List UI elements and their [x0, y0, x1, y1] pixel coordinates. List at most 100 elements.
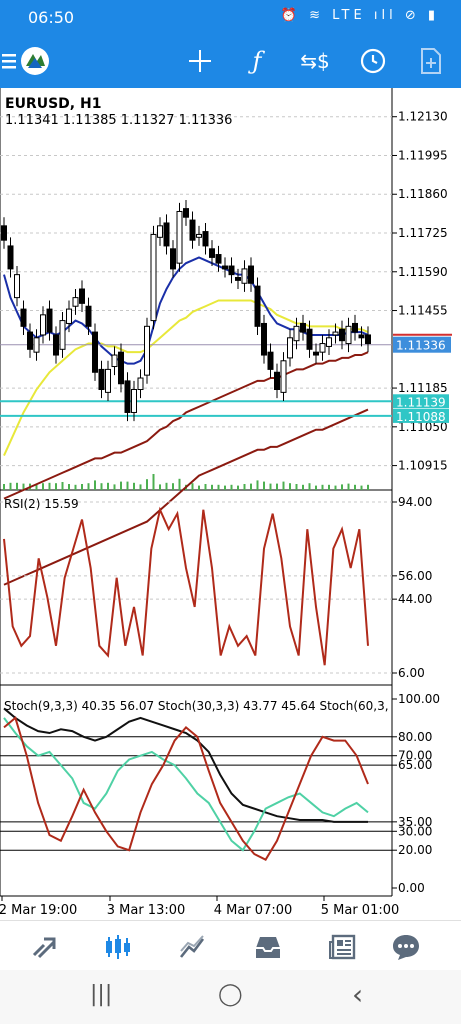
volume-bar — [243, 484, 246, 490]
new-document-icon[interactable] — [414, 44, 448, 78]
status-bar: 06:50 ⏰ ≋ LTE ıll ⊘ ▮ — [0, 0, 461, 34]
candle-body — [118, 351, 124, 385]
volume-bar — [224, 485, 226, 490]
candle-body — [293, 325, 300, 342]
candle-body — [27, 331, 33, 350]
time-tick-label: 2 Mar 19:00 — [0, 903, 77, 918]
candle-body — [163, 222, 170, 247]
current-price-label: 1.11336 — [396, 339, 446, 353]
volume-bar — [152, 474, 155, 490]
candle-body — [144, 325, 150, 376]
status-icons: ⏰ ≋ LTE ıll ⊘ ▮ — [280, 8, 439, 23]
candle-body — [202, 231, 209, 247]
horizontal-level-label: 1.11139 — [396, 395, 446, 409]
candle-body — [287, 337, 293, 359]
candle-body — [7, 245, 14, 270]
candle-body — [20, 308, 27, 327]
volume-bar — [360, 485, 363, 490]
volume-bar — [230, 484, 233, 490]
volume-bar — [146, 479, 148, 490]
candle-body — [254, 285, 261, 327]
candle-body — [170, 248, 176, 270]
price-tick-label: 1.11995 — [398, 148, 448, 162]
candle-body — [40, 314, 46, 336]
candle-body — [85, 305, 92, 327]
chart-area[interactable]: 1.12130 1.11995 1.11860 1.11725 1.11590 1.114… — [0, 88, 461, 920]
volume-bar — [68, 484, 70, 490]
time-tick-label: 3 Mar 13:00 — [107, 903, 186, 918]
volume-bar — [165, 482, 168, 490]
candle-body — [72, 297, 79, 307]
candle-body — [313, 351, 319, 356]
volume-bar — [198, 485, 200, 490]
candle-body — [352, 322, 358, 333]
back-button[interactable]: ‹ — [352, 978, 364, 1011]
candle-body — [319, 343, 326, 353]
stoch-tick-label: 20.00 — [398, 843, 432, 857]
volume-bar — [55, 483, 57, 490]
chart-line-icon[interactable] — [174, 929, 210, 965]
volume-bar — [341, 484, 343, 490]
stoch-tick-label: 80.00 — [398, 730, 432, 744]
price-tick-label: 1.11725 — [398, 226, 448, 240]
price-tick-label: 1.11050 — [398, 420, 448, 434]
volume-bar — [126, 481, 129, 490]
time-tick-label: 5 Mar 01:00 — [321, 903, 400, 918]
app-logo-icon[interactable] — [18, 44, 52, 78]
rsi-label: RSI(2) 15.59 — [4, 497, 79, 511]
clock-icon[interactable] — [356, 44, 390, 78]
candle-body — [280, 360, 287, 393]
volume-bars — [3, 474, 369, 490]
price-tick-label: 1.11860 — [398, 187, 448, 201]
volume-bar — [204, 484, 207, 490]
price-tick-label: 1.11590 — [398, 265, 448, 279]
time-tick-label: 4 Mar 07:00 — [214, 903, 293, 918]
volume-bar — [315, 485, 317, 490]
horizontal-level-label: 1.11088 — [396, 410, 446, 424]
trade-arrows-icon[interactable] — [26, 929, 62, 965]
rsi-pane: 94.00 56.00 44.00 6.00 — [0, 495, 432, 680]
stoch-label: Stoch(9,3,3) 40.35 56.07 Stoch(30,3,3) 4… — [4, 699, 389, 713]
volume-bar — [295, 484, 298, 490]
candle-body — [124, 380, 131, 413]
volume-bar — [9, 482, 12, 490]
candlestick-icon[interactable] — [100, 929, 136, 965]
dollar-exchange-icon[interactable]: ⇆$ — [300, 49, 330, 73]
news-icon[interactable] — [324, 929, 360, 965]
candle-body — [261, 322, 267, 356]
rsi-tick-label: 56.00 — [398, 569, 432, 583]
top-toolbar: ƒ ⇆$ — [0, 34, 461, 88]
chat-icon[interactable] — [388, 929, 424, 965]
ma-line-yellow — [3, 299, 369, 456]
recent-apps-button[interactable]: ||| — [90, 982, 113, 1007]
volume-bar — [172, 483, 174, 490]
symbol-label: EURUSD, H1 — [5, 96, 101, 112]
volume-bar — [48, 482, 51, 490]
function-icon[interactable]: ƒ — [252, 47, 262, 75]
volume-bar — [178, 478, 181, 490]
candle-body — [189, 219, 196, 241]
candle-body — [14, 274, 20, 299]
volume-bar — [276, 483, 278, 490]
inbox-icon[interactable] — [250, 929, 286, 965]
home-button[interactable]: ◯ — [218, 982, 243, 1007]
hamburger-icon[interactable] — [0, 44, 28, 78]
stoch-tick-label: 70.00 — [398, 749, 432, 763]
volume-bar — [139, 484, 142, 490]
volume-bar — [250, 483, 252, 490]
volume-bar — [120, 481, 122, 490]
price-chart[interactable]: 1.12130 1.11995 1.11860 1.11725 1.11590 1.114… — [0, 88, 461, 920]
volume-bar — [42, 483, 44, 490]
price-grid: 1.12130 1.11995 1.11860 1.11725 1.11590 1.114… — [0, 110, 448, 473]
crosshair-icon[interactable] — [183, 44, 217, 78]
rsi-tick-label: 94.00 — [398, 495, 432, 509]
volume-bar — [107, 482, 109, 490]
rsi-line — [3, 506, 369, 666]
stoch-tick-label: 65.00 — [398, 758, 432, 772]
volume-bar — [269, 483, 272, 490]
candle-body — [46, 308, 53, 333]
price-tick-label: 1.11455 — [398, 304, 448, 318]
current-price-tag — [393, 336, 451, 353]
